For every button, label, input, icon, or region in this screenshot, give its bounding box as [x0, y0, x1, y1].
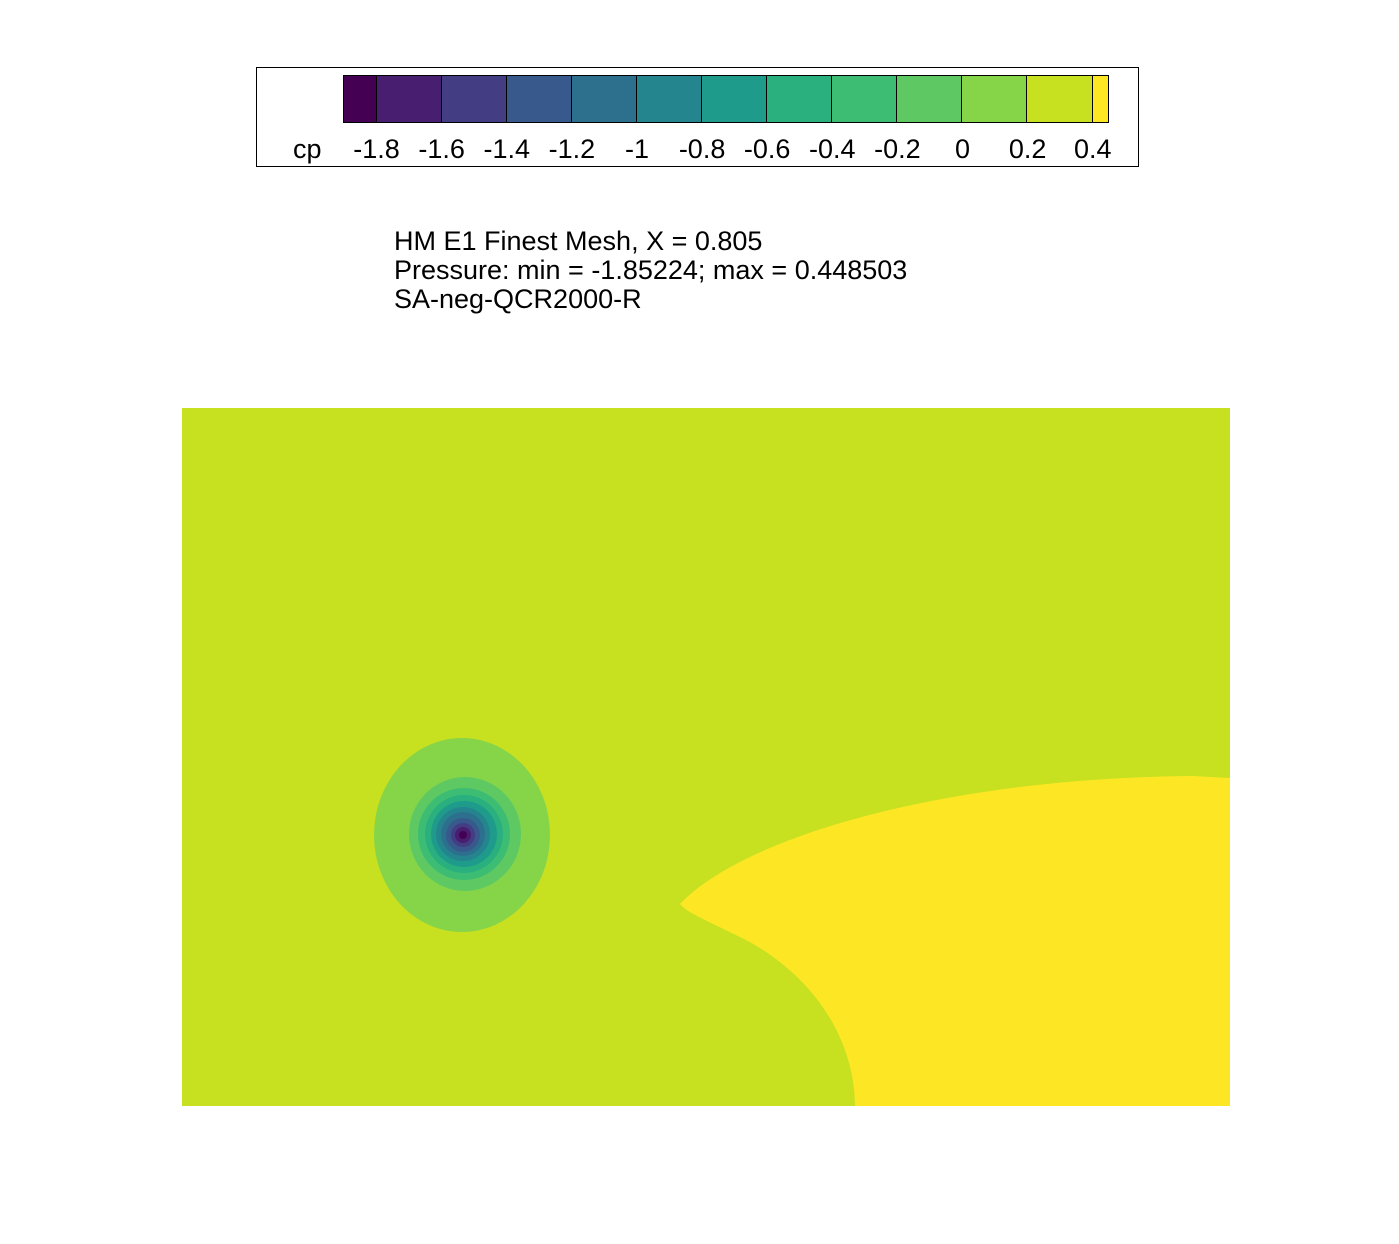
info-line-case: HM E1 Finest Mesh, X = 0.805	[394, 226, 763, 256]
colorbar-tick-label: -1.6	[418, 134, 465, 164]
vortex-contour-ring	[459, 831, 467, 839]
plot-info-text: HM E1 Finest Mesh, X = 0.805 Pressure: m…	[394, 227, 907, 314]
info-line-pressure: Pressure: min = -1.85224; max = 0.448503	[394, 255, 908, 285]
colorbar-swatch	[701, 75, 768, 123]
colorbar-tick-label: -0.6	[743, 134, 791, 164]
colorbar-tick-label: -1.2	[548, 134, 596, 164]
colorbar-tick-label: 0.4	[1073, 134, 1112, 164]
colorbar-swatch	[766, 75, 833, 123]
high-pressure-region	[680, 776, 1230, 1106]
colorbar-tick-label: 0	[954, 134, 971, 164]
colorbar-swatch	[1026, 75, 1093, 123]
colorbar-legend: cp -1.8 -1.6 -1.4 -1.2 -1 -0.8 -0.6 -0.4 -0.2 0 0.…	[256, 67, 1139, 167]
vortex-contours	[374, 738, 550, 932]
colorbar-swatch	[440, 75, 507, 123]
colorbar-swatch	[505, 75, 572, 123]
colorbar-swatch	[635, 75, 703, 123]
colorbar-tick-label: -1	[624, 134, 649, 164]
colorbar-tick-label: -0.8	[678, 134, 726, 164]
colorbar-tick-label: -0.4	[809, 134, 856, 164]
colorbar-swatch	[343, 75, 377, 123]
colorbar-tick-label: -0.2	[874, 134, 921, 164]
info-line-model: SA-neg-QCR2000-R	[394, 284, 642, 314]
colorbar-swatch	[961, 75, 1028, 123]
colorbar-tick-label: -1.4	[483, 134, 531, 164]
colorbar-swatch	[831, 75, 898, 123]
pressure-contour-plot	[182, 408, 1230, 1106]
colorbar-tick-label: -1.8	[353, 134, 400, 164]
colorbar-swatch	[896, 75, 963, 123]
colorbar-title: cp	[293, 134, 322, 164]
colorbar-swatches	[343, 75, 1109, 123]
colorbar-swatch	[1091, 75, 1109, 123]
colorbar-swatch	[375, 75, 442, 123]
colorbar-tick-label: 0.2	[1008, 134, 1047, 164]
colorbar-swatch	[570, 75, 637, 123]
